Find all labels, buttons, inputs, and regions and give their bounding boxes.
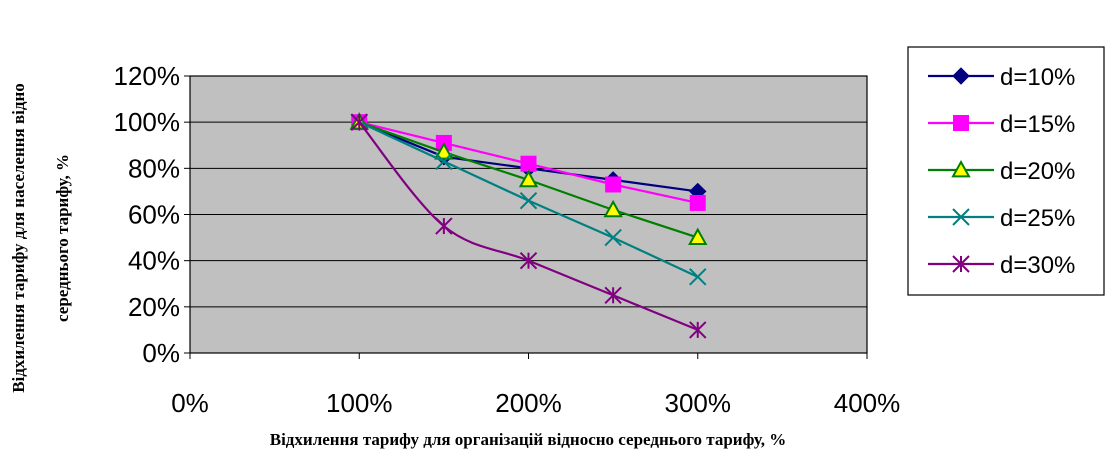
x-marker-stroke <box>952 208 970 226</box>
legend-item: d=15% <box>928 111 1075 138</box>
x-marker <box>519 191 538 210</box>
x-marker-stroke <box>435 152 453 171</box>
x-marker-stroke <box>604 228 622 247</box>
star-marker <box>689 321 707 339</box>
legend: d=10% d=15% d=20% d=25% d=30% <box>907 46 1105 296</box>
x-marker <box>689 268 707 286</box>
x-tick-label: 0% <box>171 388 209 418</box>
y-tick-label: 60% <box>128 200 180 230</box>
tick-labels: 0% 20% 40% 60% 80% 100% 120% 0% 100% 200% 300% 400% <box>114 61 901 418</box>
legend-label: d=25% <box>1000 205 1075 232</box>
triangle-marker <box>518 169 539 188</box>
star-marker <box>350 113 368 131</box>
triangle-marker <box>951 159 971 178</box>
diamond-marker <box>952 67 970 85</box>
star-marker <box>435 217 453 235</box>
legend-item: d=30% <box>928 252 1075 279</box>
x-axis-title: Відхилення тарифу для організацій віднос… <box>270 430 786 449</box>
x-tick-label: 300% <box>665 388 732 418</box>
y-tick-label: 120% <box>114 61 181 91</box>
triangle-marker <box>688 227 708 245</box>
star-marker <box>952 255 970 273</box>
square-marker <box>953 115 969 131</box>
legend-label: d=10% <box>1000 64 1075 91</box>
square-marker <box>605 176 622 193</box>
x-marker-stroke <box>689 268 707 286</box>
triangle-marker <box>603 199 623 218</box>
x-marker <box>604 228 622 247</box>
y-tick-label: 40% <box>128 246 180 276</box>
y-tick-label: 100% <box>114 107 181 137</box>
y-axis-title: Відхилення тарифу для населення відно се… <box>9 83 72 393</box>
x-marker <box>952 208 970 226</box>
legend-item: d=10% <box>928 64 1075 91</box>
square-marker <box>520 155 537 172</box>
x-tick-label: 100% <box>326 388 393 418</box>
legend-label: d=30% <box>1000 252 1075 279</box>
series-layer <box>349 112 708 339</box>
y-axis-title-line1: Відхилення тарифу для населення відно <box>9 83 28 393</box>
legend-label: d=15% <box>1000 111 1075 138</box>
star-marker <box>604 286 622 304</box>
legend-item: d=25% <box>928 205 1075 232</box>
plot-area <box>189 75 868 354</box>
y-tick-label: 20% <box>128 292 180 322</box>
square-marker <box>689 194 706 211</box>
x-marker-stroke <box>519 191 538 210</box>
star-marker <box>519 251 538 270</box>
x-tick-label: 400% <box>834 388 901 418</box>
series-points-5 <box>350 113 707 339</box>
y-tick-label: 0% <box>142 338 180 368</box>
triangle-marker <box>434 142 454 160</box>
x-marker <box>435 152 453 171</box>
y-axis-title-line2: середнього тарифу, % <box>53 154 72 322</box>
x-tick-label: 200% <box>495 388 562 418</box>
legend-label: d=20% <box>1000 158 1075 185</box>
y-tick-label: 80% <box>128 153 180 183</box>
legend-item: d=20% <box>928 158 1075 185</box>
